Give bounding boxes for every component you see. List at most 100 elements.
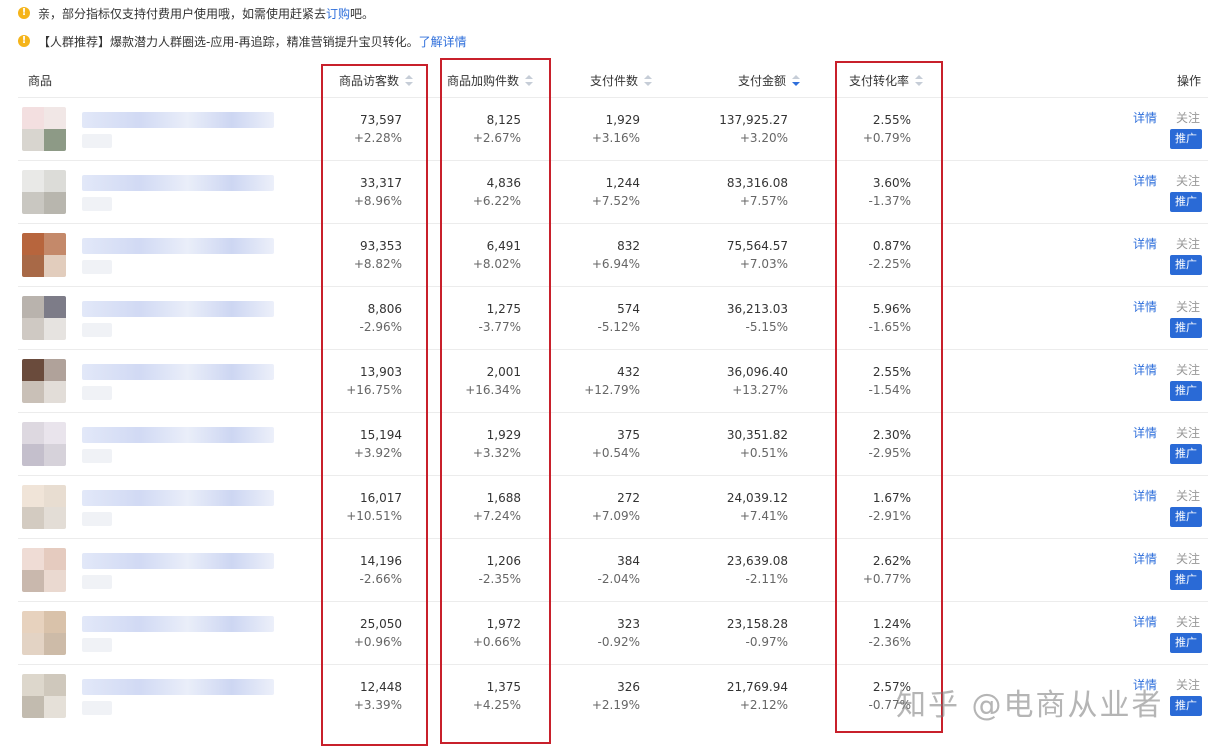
cell-paid: 326 +2.19%	[592, 678, 640, 714]
follow-link[interactable]: 关注	[1176, 300, 1201, 314]
promote-button[interactable]: 推广	[1170, 570, 1202, 590]
amount-change: +7.57%	[739, 194, 788, 208]
promote-button[interactable]: 推广	[1170, 381, 1202, 401]
notice-text: 亲，部分指标仅支持付费用户使用哦，如需使用赶紧去	[38, 6, 327, 21]
follow-link[interactable]: 关注	[1176, 615, 1201, 629]
paid-change: -2.04%	[597, 572, 640, 586]
column-header-conversion[interactable]: 支付转化率	[849, 72, 924, 89]
amount-change: +2.12%	[739, 698, 788, 712]
visitors-change: +2.28%	[353, 131, 402, 145]
cell-paid: 1,244 +7.52%	[592, 174, 640, 210]
visitors-change: -2.66%	[359, 572, 402, 586]
column-header-visitors[interactable]: 商品访客数	[339, 72, 414, 89]
column-header-paid-items[interactable]: 支付件数	[590, 72, 653, 89]
cell-amount: 83,316.08 +7.57%	[727, 174, 788, 210]
amount-change: +3.20%	[739, 131, 788, 145]
follow-link[interactable]: 关注	[1176, 111, 1201, 125]
table-row: 93,353 +8.82% 6,491 +8.02% 832 +6.94% 75,564.5…	[18, 223, 1208, 285]
product-thumbnail[interactable]	[22, 611, 66, 655]
paid-value: 384	[617, 554, 640, 568]
cell-conv: 2.55% -1.54%	[869, 363, 911, 399]
follow-link[interactable]: 关注	[1176, 237, 1201, 251]
promote-button[interactable]: 推广	[1170, 129, 1202, 149]
header-label: 支付金额	[738, 74, 787, 88]
column-header-cart-items[interactable]: 商品加购件数	[447, 72, 534, 89]
product-title-blurred[interactable]	[82, 238, 274, 254]
product-thumbnail[interactable]	[22, 548, 66, 592]
follow-link[interactable]: 关注	[1176, 426, 1201, 440]
product-title-blurred[interactable]	[82, 364, 274, 380]
detail-link[interactable]: 详情	[1133, 489, 1158, 503]
conv-value: 2.62%	[872, 554, 911, 568]
product-title-blurred[interactable]	[82, 679, 274, 695]
cell-visitors: 73,597 +2.28%	[354, 111, 402, 147]
visitors-value: 25,050	[360, 617, 402, 631]
follow-link[interactable]: 关注	[1176, 363, 1201, 377]
column-header-paid-amount[interactable]: 支付金额	[738, 72, 801, 89]
product-title-blurred[interactable]	[82, 553, 274, 569]
product-title-blurred[interactable]	[82, 490, 274, 506]
cart-value: 8,125	[486, 113, 521, 127]
sort-icon[interactable]	[915, 74, 924, 87]
promote-button[interactable]: 推广	[1170, 633, 1202, 653]
cart-value: 1,688	[486, 491, 521, 505]
follow-link[interactable]: 关注	[1176, 678, 1201, 692]
amount-value: 137,925.27	[719, 113, 788, 127]
detail-link[interactable]: 详情	[1133, 426, 1158, 440]
product-title-blurred[interactable]	[82, 112, 274, 128]
follow-link[interactable]: 关注	[1176, 489, 1201, 503]
subscribe-link[interactable]: 订购	[326, 6, 351, 21]
amount-value: 24,039.12	[726, 491, 788, 505]
product-thumbnail[interactable]	[22, 422, 66, 466]
cell-visitors: 93,353 +8.82%	[354, 237, 402, 273]
product-title-blurred[interactable]	[82, 175, 274, 191]
cart-change: +2.67%	[472, 131, 521, 145]
product-thumbnail[interactable]	[22, 170, 66, 214]
promote-button[interactable]: 推广	[1170, 444, 1202, 464]
promote-button[interactable]: 推广	[1170, 507, 1202, 527]
sort-icon[interactable]	[644, 74, 653, 87]
product-thumbnail[interactable]	[22, 485, 66, 529]
cart-change: +16.34%	[465, 383, 521, 397]
promote-button[interactable]: 推广	[1170, 318, 1202, 338]
conv-value: 2.30%	[872, 428, 911, 442]
cell-conv: 2.62% +0.77%	[863, 552, 911, 588]
product-meta-blurred	[82, 197, 112, 211]
visitors-change: +3.92%	[353, 446, 402, 460]
detail-link[interactable]: 详情	[1133, 615, 1158, 629]
cart-change: +4.25%	[472, 698, 521, 712]
follow-link[interactable]: 关注	[1176, 174, 1201, 188]
detail-link[interactable]: 详情	[1133, 237, 1158, 251]
product-thumbnail[interactable]	[22, 674, 66, 718]
detail-link[interactable]: 详情	[1133, 174, 1158, 188]
sort-desc-icon[interactable]	[792, 74, 801, 87]
follow-link[interactable]: 关注	[1176, 552, 1201, 566]
sort-icon[interactable]	[405, 74, 414, 87]
product-title-blurred[interactable]	[82, 301, 274, 317]
promote-button[interactable]: 推广	[1170, 192, 1202, 212]
product-thumbnail[interactable]	[22, 359, 66, 403]
product-title-blurred[interactable]	[82, 616, 274, 632]
product-meta-blurred	[82, 386, 112, 400]
detail-link[interactable]: 详情	[1133, 300, 1158, 314]
detail-link[interactable]: 详情	[1133, 111, 1158, 125]
conv-value: 2.55%	[872, 113, 911, 127]
cell-paid: 323 -0.92%	[598, 615, 640, 651]
product-title-blurred[interactable]	[82, 427, 274, 443]
promote-button[interactable]: 推广	[1170, 255, 1202, 275]
product-thumbnail[interactable]	[22, 233, 66, 277]
product-thumbnail[interactable]	[22, 296, 66, 340]
detail-link[interactable]: 详情	[1133, 552, 1158, 566]
detail-link[interactable]: 详情	[1133, 678, 1158, 692]
learn-more-link[interactable]: 了解详情	[418, 34, 467, 49]
promote-button[interactable]: 推广	[1170, 696, 1202, 716]
cart-change: +0.66%	[472, 635, 521, 649]
table-row: 25,050 +0.96% 1,972 +0.66% 323 -0.92% 23,158.2…	[18, 601, 1208, 663]
amount-change: -5.15%	[745, 320, 788, 334]
conv-change: -2.95%	[868, 446, 911, 460]
cart-change: +3.32%	[472, 446, 521, 460]
cart-change: +7.24%	[472, 509, 521, 523]
product-thumbnail[interactable]	[22, 107, 66, 151]
detail-link[interactable]: 详情	[1133, 363, 1158, 377]
sort-icon[interactable]	[525, 74, 534, 87]
